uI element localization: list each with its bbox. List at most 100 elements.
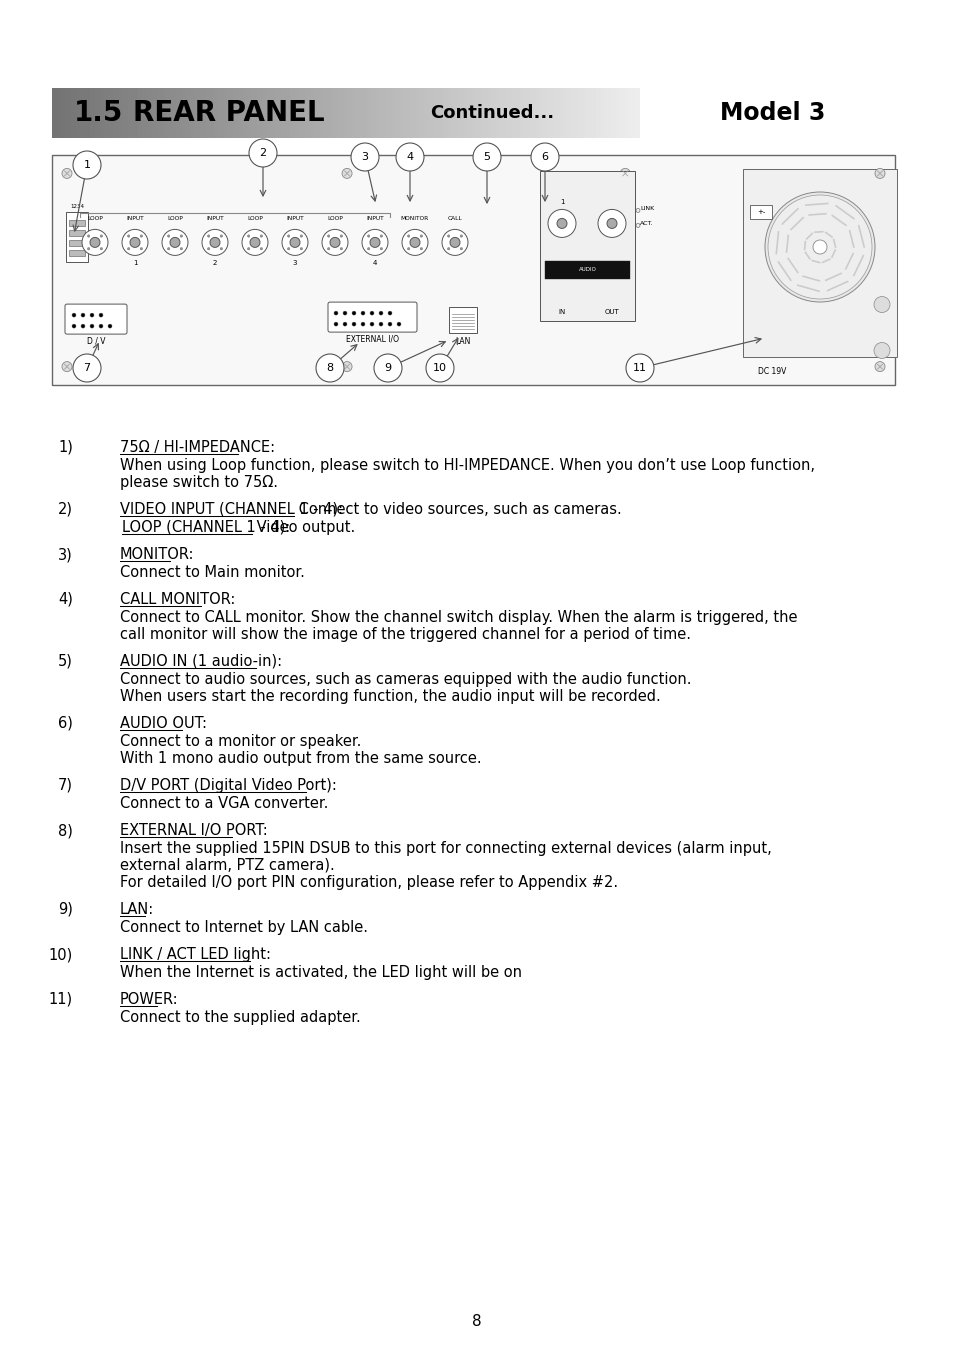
Text: EXTERNAL I/O PORT:: EXTERNAL I/O PORT: — [120, 823, 268, 838]
Text: 5): 5) — [58, 654, 73, 669]
Circle shape — [62, 362, 71, 372]
Text: 1: 1 — [84, 159, 91, 170]
Circle shape — [360, 311, 365, 315]
Circle shape — [379, 235, 382, 238]
Text: AUDIO: AUDIO — [578, 267, 596, 273]
Circle shape — [162, 230, 188, 255]
Text: 10: 10 — [433, 363, 447, 373]
Circle shape — [260, 247, 262, 250]
Text: CALL: CALL — [447, 216, 462, 222]
Text: LINK: LINK — [639, 205, 654, 211]
Circle shape — [282, 230, 308, 255]
Text: INPUT: INPUT — [126, 216, 144, 222]
Circle shape — [459, 247, 462, 250]
Circle shape — [247, 247, 250, 250]
Circle shape — [873, 343, 889, 358]
Circle shape — [764, 192, 874, 303]
Text: please switch to 75Ω.: please switch to 75Ω. — [120, 476, 277, 490]
Circle shape — [81, 324, 85, 328]
Circle shape — [73, 151, 101, 178]
Circle shape — [352, 311, 355, 315]
Circle shape — [180, 235, 182, 238]
Text: OUT: OUT — [604, 308, 618, 315]
Circle shape — [379, 247, 382, 250]
Circle shape — [370, 238, 379, 247]
Text: 1.5: 1.5 — [74, 99, 123, 127]
Text: CALL MONITOR:: CALL MONITOR: — [120, 592, 235, 607]
Text: 2: 2 — [213, 261, 217, 266]
Circle shape — [598, 209, 625, 238]
Text: Connect to audio sources, such as cameras equipped with the audio function.: Connect to audio sources, such as camera… — [120, 671, 691, 688]
Text: D / V: D / V — [87, 336, 105, 345]
Text: REAR PANEL: REAR PANEL — [132, 99, 324, 127]
Circle shape — [327, 247, 330, 250]
Circle shape — [242, 230, 268, 255]
Text: Connect to CALL monitor. Show the channel switch display. When the alarm is trig: Connect to CALL monitor. Show the channe… — [120, 611, 797, 626]
Text: INPUT: INPUT — [366, 216, 383, 222]
Bar — [449, 307, 476, 334]
Circle shape — [419, 247, 422, 250]
Text: ACT.: ACT. — [639, 222, 653, 226]
Circle shape — [88, 235, 90, 238]
Circle shape — [367, 235, 370, 238]
Circle shape — [367, 247, 370, 250]
Circle shape — [81, 313, 85, 317]
Circle shape — [378, 311, 382, 315]
Circle shape — [88, 247, 90, 250]
Text: MONITOR:: MONITOR: — [120, 547, 194, 562]
Text: 6: 6 — [541, 153, 548, 162]
Circle shape — [220, 235, 222, 238]
Text: 9: 9 — [384, 363, 391, 373]
Text: 8: 8 — [472, 1315, 481, 1329]
Circle shape — [62, 169, 71, 178]
Text: 2): 2) — [58, 503, 73, 517]
Text: 7: 7 — [83, 363, 91, 373]
Bar — [749, 205, 771, 219]
Text: 9): 9) — [58, 902, 73, 917]
Circle shape — [342, 362, 352, 372]
Circle shape — [388, 311, 392, 315]
Circle shape — [334, 311, 337, 315]
Text: Connect to a monitor or speaker.: Connect to a monitor or speaker. — [120, 734, 361, 748]
Circle shape — [140, 247, 142, 250]
Circle shape — [100, 235, 103, 238]
Circle shape — [352, 322, 355, 326]
Circle shape — [100, 247, 103, 250]
Text: 3: 3 — [293, 261, 297, 266]
Circle shape — [210, 238, 220, 247]
Bar — [69, 240, 85, 246]
Text: 75Ω / HI-IMPEDANCE:: 75Ω / HI-IMPEDANCE: — [120, 440, 274, 455]
Circle shape — [374, 354, 401, 382]
Circle shape — [459, 235, 462, 238]
Circle shape — [767, 195, 871, 299]
Circle shape — [343, 311, 347, 315]
Text: Insert the supplied 15PIN DSUB to this port for connecting external devices (ala: Insert the supplied 15PIN DSUB to this p… — [120, 842, 771, 857]
Text: 3: 3 — [361, 153, 368, 162]
Circle shape — [220, 247, 222, 250]
Text: Connect to video sources, such as cameras.: Connect to video sources, such as camera… — [294, 503, 620, 517]
Circle shape — [395, 143, 423, 172]
Circle shape — [287, 247, 290, 250]
Text: Model 3: Model 3 — [720, 101, 824, 126]
Circle shape — [874, 362, 884, 372]
Circle shape — [322, 230, 348, 255]
Text: call monitor will show the image of the triggered channel for a period of time.: call monitor will show the image of the … — [120, 627, 690, 642]
Circle shape — [130, 238, 140, 247]
Circle shape — [388, 322, 392, 326]
Bar — [539, 172, 635, 320]
Text: 5: 5 — [483, 153, 490, 162]
Circle shape — [410, 238, 419, 247]
Circle shape — [99, 324, 103, 328]
Text: 8: 8 — [326, 363, 334, 373]
FancyBboxPatch shape — [52, 155, 894, 385]
Text: LOOP: LOOP — [87, 216, 103, 222]
Circle shape — [361, 230, 388, 255]
Circle shape — [531, 143, 558, 172]
Text: 1: 1 — [132, 261, 137, 266]
Circle shape — [342, 169, 352, 178]
Circle shape — [71, 324, 76, 328]
Text: 4: 4 — [373, 261, 376, 266]
Text: Connect to Internet by LAN cable.: Connect to Internet by LAN cable. — [120, 920, 368, 935]
Text: INPUT: INPUT — [206, 216, 224, 222]
Circle shape — [340, 235, 342, 238]
